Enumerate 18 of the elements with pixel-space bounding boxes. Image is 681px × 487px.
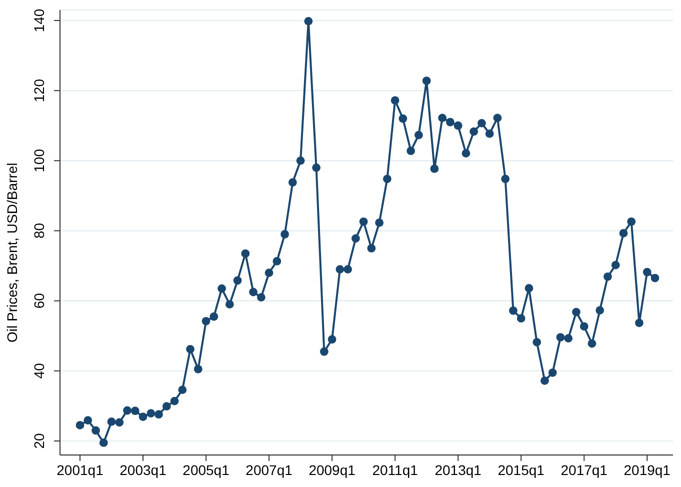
y-axis-title: Oil Prices, Brent, USD/Barrel <box>4 162 20 342</box>
y-tick-label: 120 <box>31 78 47 102</box>
y-tick-label: 140 <box>31 8 47 32</box>
x-tick-label: 2009q1 <box>308 462 356 478</box>
y-tick-label: 60 <box>31 292 47 309</box>
x-tick-label: 2011q1 <box>372 462 418 478</box>
x-tick-label: 2003q1 <box>120 462 167 478</box>
y-tick-label: 80 <box>31 222 47 239</box>
x-tick-label: 2015q1 <box>498 462 545 478</box>
x-tick-label: 2019q1 <box>624 462 671 478</box>
x-tick-label: 2005q1 <box>182 462 230 478</box>
y-tick-label: 20 <box>31 432 47 449</box>
x-tick-label: 2007q1 <box>246 462 293 478</box>
y-tick-label: 40 <box>31 362 47 379</box>
y-tick-label: 100 <box>31 148 47 172</box>
x-tick-label: 2013q1 <box>434 462 482 478</box>
x-tick-label: 2001q1 <box>56 462 104 478</box>
x-tick-label: 2017q1 <box>560 462 608 478</box>
